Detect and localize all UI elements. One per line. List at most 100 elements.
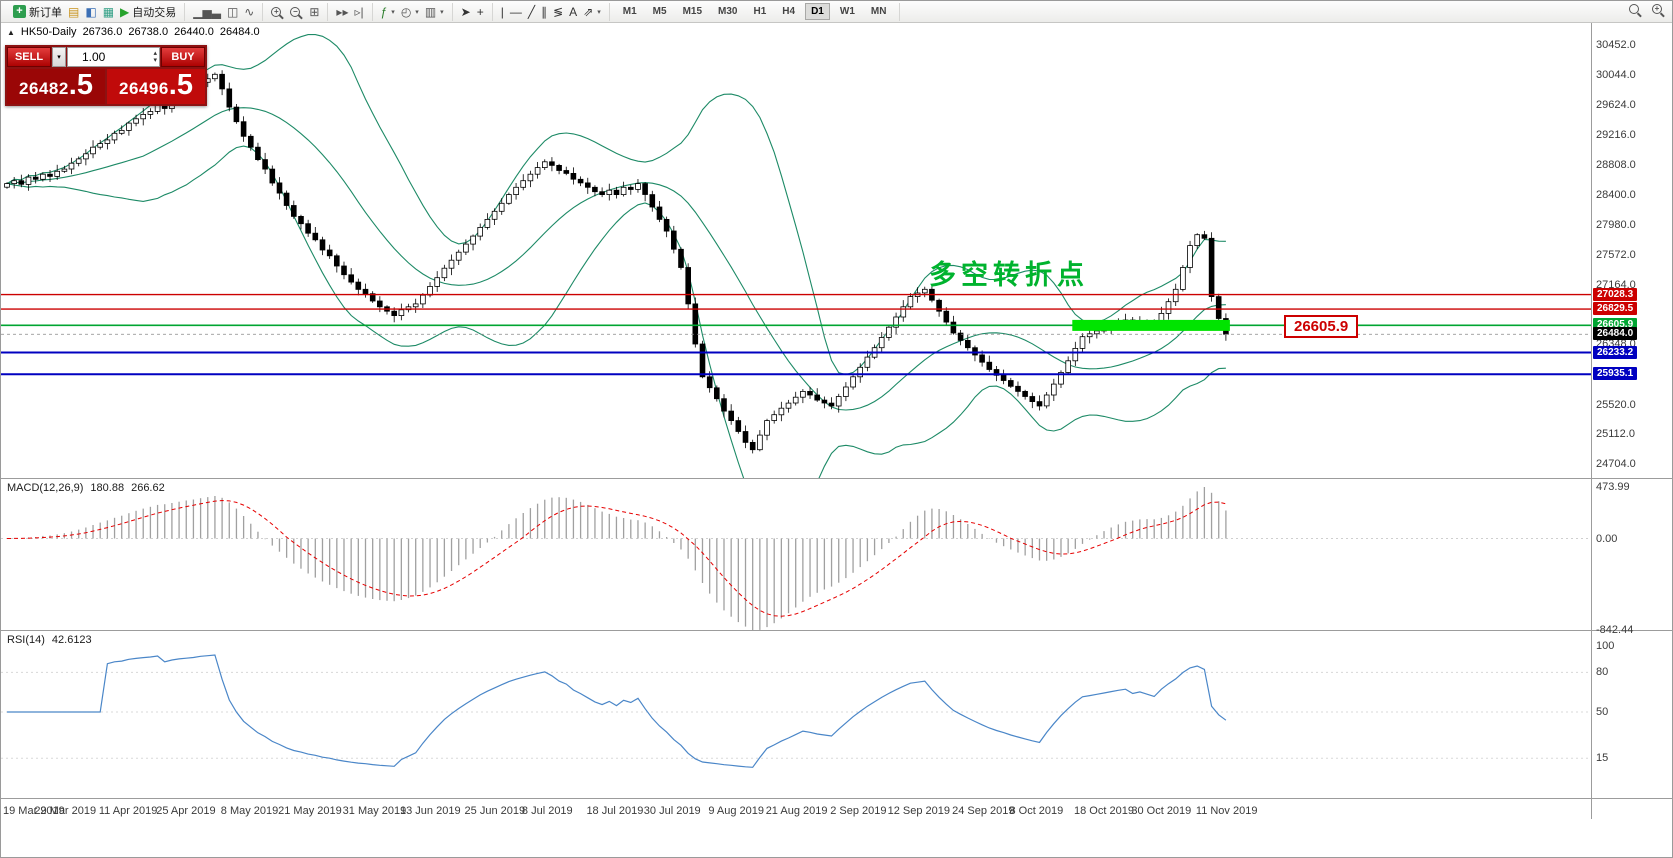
crosshair-icon-glyph: + [476,4,484,19]
timeframe-h1[interactable]: H1 [753,6,767,17]
toolbar-group-cursor: ➤ + [453,2,493,21]
arrows-icon-glyph: ⇗ [583,4,594,19]
timeframe-w1[interactable]: W1 [839,6,855,17]
new-order-button[interactable]: + 新订单 [12,4,63,20]
buy-button[interactable]: BUY [161,47,205,67]
auto-scroll-icon-glyph: ▸▸ [336,4,349,19]
time-axis[interactable]: 19 Mar 2019 29 Mar 2019 11 Apr 2019 25 Apr … [1,799,1591,821]
timeframe-mn[interactable]: MN [870,6,887,17]
arrows-icon[interactable]: ⇗ ▾ [582,5,602,19]
horizontal-line-icon-glyph: — [509,4,522,19]
text-icon-glyph: A [569,4,578,19]
line-chart-icon-glyph: ∿ [244,4,255,19]
timeframe-m1[interactable]: M1 [622,6,637,17]
timeframe-d1[interactable]: D1 [805,3,830,20]
order-options-button[interactable]: ▾ [52,47,66,67]
fibonacci-icon[interactable]: ≶ [552,5,564,19]
rsi-label: RSI(14) 42.6123 [7,634,92,646]
date-axis-label: 21 May 2019 [278,805,342,817]
date-axis-label: 8 May 2019 [220,805,279,817]
price-axis-label: 29216.0 [1596,129,1636,142]
toolbar-group-scroll: ▸▸ ▹| [328,2,373,21]
price-axis-label: 25520.0 [1596,398,1636,411]
trendline-icon[interactable]: ╱ [527,5,536,19]
trendline-icon-glyph: ╱ [527,4,536,19]
date-axis-label: 8 Jul 2019 [521,805,573,817]
volume-value: 1.00 [82,50,106,64]
volume-decrease-icon[interactable]: ▾ [153,57,157,64]
buy-price-display[interactable]: 26496 .5 [107,69,205,104]
vertical-line-icon[interactable]: | [500,5,505,19]
candlestick-chart-icon[interactable]: ◫ [226,5,239,19]
zoom-in-icon[interactable]: + [270,6,285,17]
market-watch-icon-glyph: ▤ [68,4,80,19]
macd-panel[interactable] [1,479,1591,631]
price-axis-label: 30044.0 [1596,68,1636,81]
price-axis-label: 27572.0 [1596,248,1636,261]
market-watch-icon[interactable]: ▤ [67,5,80,19]
bar-chart-icon[interactable]: ▁▅▃ [192,5,222,19]
cursor-icon[interactable]: ➤ [460,5,472,19]
sell-button[interactable]: SELL [7,47,51,67]
date-axis-label: 8 Oct 2019 [1009,805,1064,817]
date-axis-label: 19 Mar 2019 [3,805,65,817]
text-icon[interactable]: A [568,5,578,19]
timeframe-m5[interactable]: M5 [652,6,667,17]
channel-icon[interactable]: ∥ [540,5,548,19]
rsi-line [7,654,1227,768]
price-axis-label: 28400.0 [1596,188,1636,201]
autotrading-button-label: 自动交易 [132,6,177,19]
indicators-icon[interactable]: ƒ ▾ [380,5,396,19]
crosshair-icon[interactable]: + [476,5,485,19]
price-axis-label: 27980.0 [1596,219,1636,232]
templates-icon[interactable]: ▥ ▾ [424,5,445,19]
sell-price-display[interactable]: 26482 .5 [7,69,105,104]
fibonacci-icon-glyph: ≶ [553,4,564,19]
tile-windows-icon[interactable]: ⊞ [308,5,320,19]
quick-search-icon[interactable]: + [1651,4,1666,14]
chart-shift-icon[interactable]: ▹| [353,5,364,19]
time-axis-separator [1,798,1673,799]
price-axis[interactable]: 30452.0 30044.0 29624.0 29216.0 28808.0 28400… [1592,23,1673,819]
chart-area[interactable]: 30452.0 30044.0 29624.0 29216.0 28808.0 28400… [1,23,1673,857]
rsi-axis-label: 100 [1596,640,1615,652]
horizontal-line-icon[interactable]: — [509,5,523,19]
timeframe-m15[interactable]: M15 [682,6,703,17]
macd-name: MACD(12,26,9) [7,482,84,494]
annotation-text[interactable]: 多空转折点 [929,260,1089,290]
panel-separator[interactable] [1,630,1673,631]
price-axis-label: 25112.0 [1596,428,1635,441]
highlight-zone[interactable] [1072,319,1230,331]
one-click-panel-toggle-icon[interactable]: ▲ [7,27,15,37]
timeframe-m30[interactable]: M30 [718,6,738,17]
date-axis-label: 18 Jul 2019 [586,805,644,817]
price-axis-label: 29624.0 [1596,99,1636,112]
timeframe-h4[interactable]: H4 [782,6,796,17]
chevron-down-icon: ▾ [391,8,395,16]
line-chart-icon[interactable]: ∿ [243,5,255,19]
panel-separator[interactable] [1,478,1673,479]
search-symbol-icon[interactable] [1628,4,1643,14]
rsi-panel[interactable] [1,631,1591,799]
new-order-button-label: 新订单 [29,6,62,19]
date-axis-label: 21 Aug 2019 [765,805,828,817]
macd-histogram [13,487,1227,630]
bar-chart-icon-glyph: ▁▅▃ [193,4,221,19]
terminal-icon[interactable]: ▦ [102,5,115,19]
price-chart[interactable] [1,23,1591,479]
auto-scroll-icon[interactable]: ▸▸ [335,5,349,19]
zoom-out-icon[interactable]: − [289,6,304,17]
indicators-icon-glyph: ƒ [380,4,388,19]
autotrading-button[interactable]: ▶ 自动交易 [119,4,177,20]
zoom-in-icon-glyph: + [271,6,282,17]
date-axis-label: 29 Mar 2019 [34,805,97,817]
periods-icon[interactable]: ◴ ▾ [400,5,420,19]
macd-value: 180.88 [90,482,125,494]
navigator-icon[interactable]: ◧ [84,5,97,19]
volume-increase-icon[interactable]: ▴ [153,50,157,57]
volume-spinner: ▴ ▾ [153,50,157,64]
price-level-tag[interactable]: 26605.9 [1284,315,1359,338]
price-axis-label: 24704.0 [1596,458,1636,470]
volume-input[interactable]: 1.00 ▴ ▾ [67,47,160,67]
